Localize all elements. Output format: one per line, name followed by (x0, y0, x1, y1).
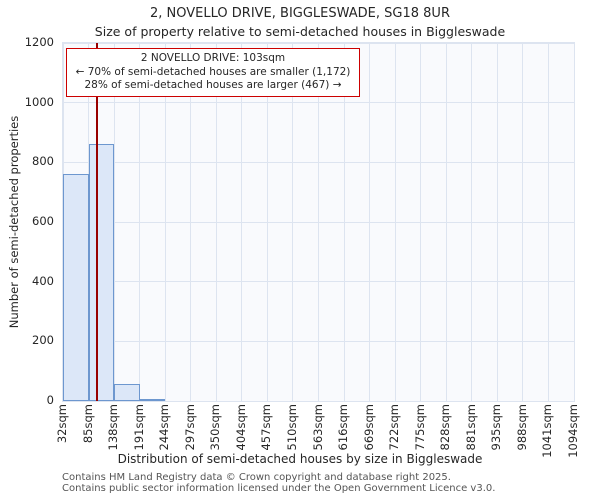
x-tick-label: 457sqm (259, 404, 274, 451)
x-tick-label: 1041sqm (540, 404, 555, 458)
grid-line-vertical (471, 43, 472, 401)
grid-line-vertical (547, 43, 549, 401)
annotation-property-line: 2 NOVELLO DRIVE: 103sqm (140, 52, 286, 64)
x-tick-label: 775sqm (412, 404, 427, 451)
y-tick-label: 1000 (24, 94, 54, 109)
x-tick-label: 138sqm (106, 404, 120, 451)
footer-licence-line: Contains public sector information licen… (62, 483, 496, 494)
chart-subtitle: Size of property relative to semi-detach… (94, 24, 506, 39)
grid-line-vertical (292, 43, 294, 401)
histogram-bar (63, 173, 89, 401)
x-tick-label: 935sqm (489, 404, 504, 451)
y-tick-label: 1200 (24, 35, 54, 49)
grid-line-vertical (318, 43, 319, 401)
y-tick-label: 600 (32, 214, 54, 228)
x-tick-label: 85sqm (80, 404, 95, 444)
y-tick-label: 400 (32, 273, 54, 288)
y-tick-label: 200 (32, 333, 54, 348)
grid-line-vertical (139, 43, 140, 401)
grid-line-vertical (164, 43, 166, 401)
grid-line-vertical (266, 43, 268, 401)
grid-line-vertical (369, 43, 370, 401)
x-tick-label: 563sqm (310, 404, 325, 451)
grid-line-vertical (241, 43, 243, 401)
x-tick-label: 669sqm (361, 404, 376, 451)
x-tick-label: 350sqm (208, 404, 222, 451)
y-tick-label: 800 (32, 154, 54, 169)
x-tick-label: 32sqm (55, 404, 69, 444)
grid-line-vertical (522, 43, 524, 401)
property-annotation-box: 2 NOVELLO DRIVE: 103sqm ← 70% of semi-de… (66, 48, 360, 97)
annotation-smaller-line: ← 70% of semi-detached houses are smalle… (75, 65, 351, 78)
x-axis-label: Distribution of semi-detached houses by … (117, 452, 483, 466)
grid-line-vertical (496, 43, 498, 401)
chart-title: 2, NOVELLO DRIVE, BIGGLESWADE, SG18 8UR (150, 6, 450, 21)
histogram-bar (88, 143, 114, 401)
x-tick-label: 616sqm (336, 404, 350, 451)
x-tick-label: 297sqm (182, 404, 197, 451)
grid-line-vertical (215, 43, 217, 401)
y-tick-label: 0 (46, 393, 54, 407)
x-tick-label: 722sqm (387, 404, 401, 451)
grid-line-vertical (113, 43, 115, 401)
grid-line-vertical (573, 43, 575, 401)
footer-copyright-line: Contains HM Land Registry data © Crown c… (62, 472, 451, 483)
grid-line-vertical (394, 43, 396, 401)
grid-line-vertical (343, 43, 345, 401)
x-tick-label: 1094sqm (566, 404, 580, 458)
grid-line-vertical (190, 43, 191, 401)
x-tick-label: 244sqm (157, 404, 171, 451)
x-tick-label: 828sqm (438, 404, 452, 451)
x-tick-label: 988sqm (514, 404, 529, 451)
x-tick-label: 510sqm (284, 404, 299, 451)
annotation-larger-line: 28% of semi-detached houses are larger (… (84, 79, 342, 92)
plot-area (62, 42, 575, 402)
grid-line-vertical (445, 43, 447, 401)
grid-line-vertical (420, 43, 421, 401)
x-tick-label: 191sqm (131, 404, 146, 451)
histogram-bar (139, 398, 165, 401)
grid-line-horizontal (63, 400, 574, 402)
x-tick-label: 404sqm (233, 404, 248, 451)
histogram-bar (114, 383, 140, 401)
property-marker-line (96, 43, 99, 401)
x-tick-label: 881sqm (463, 404, 478, 451)
